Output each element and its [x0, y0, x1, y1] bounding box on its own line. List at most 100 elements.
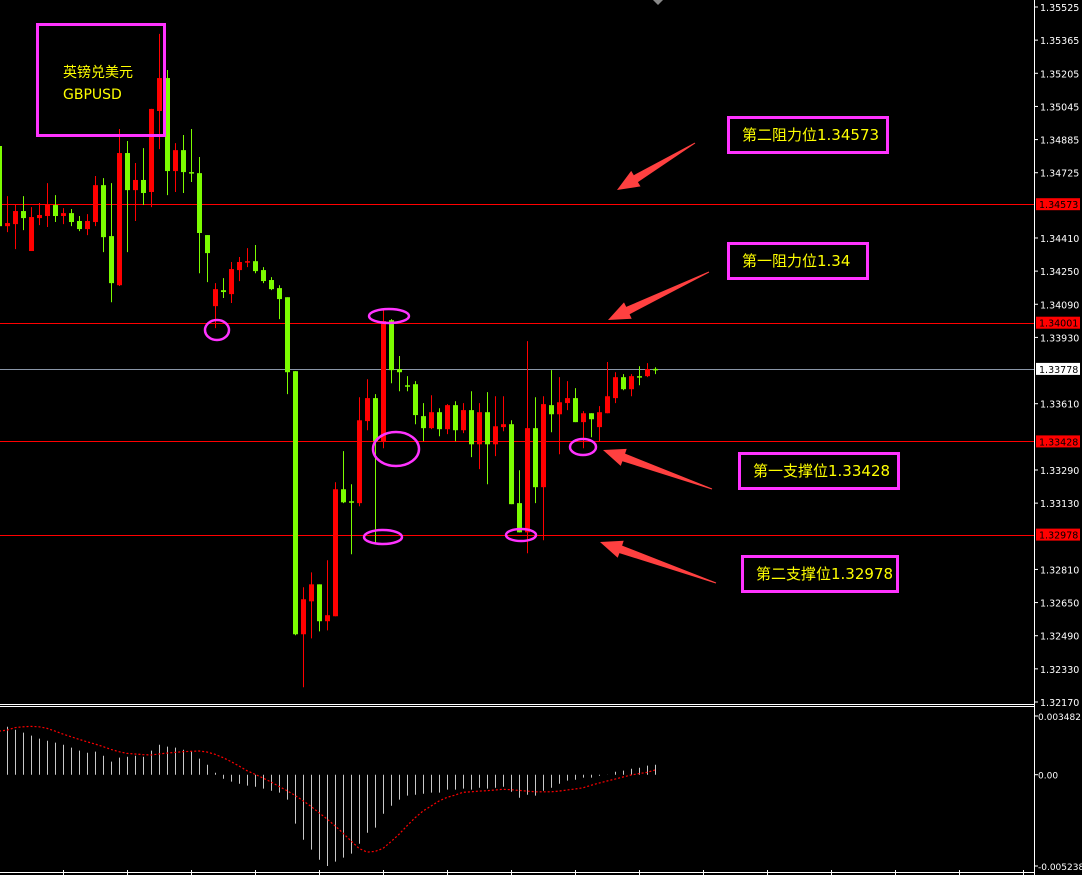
highlight-circle [371, 430, 421, 468]
level-price-tag: 1.34001 [1039, 319, 1078, 330]
candle-body [101, 185, 106, 238]
candle [237, 257, 242, 282]
candle [21, 196, 26, 231]
candle-body [549, 405, 554, 415]
candle-body [13, 211, 18, 225]
candle-body [365, 398, 370, 422]
candle-body [341, 489, 346, 503]
candle-body [165, 78, 170, 172]
candle-body [61, 213, 66, 217]
candle-body [309, 584, 314, 602]
resistance-2-label: 第二阻力位1.34573 [727, 116, 889, 154]
candle-body [605, 396, 610, 414]
candle [429, 395, 434, 430]
candle-body [229, 269, 234, 295]
candle [437, 408, 442, 437]
candle [293, 371, 298, 636]
candle [309, 572, 314, 639]
candle-body [445, 405, 450, 430]
price-tick-label: 1.35205 [1040, 69, 1079, 80]
candle-body [213, 289, 218, 307]
support-2-text: 第二支撑位1.32978 [756, 565, 894, 583]
candle [301, 587, 306, 688]
candle [365, 379, 370, 431]
price-tick-label: 1.35045 [1040, 102, 1079, 113]
candle-body [125, 153, 130, 191]
candle [541, 396, 546, 541]
candle [613, 372, 618, 404]
candle-body [197, 173, 202, 234]
candle [53, 195, 58, 223]
price-tick-label: 1.32330 [1040, 665, 1079, 676]
support-1-text: 第一支撑位1.33428 [753, 462, 891, 480]
candle-body [181, 150, 186, 173]
candle-body [485, 412, 490, 445]
candle-body [5, 223, 10, 227]
candle [109, 183, 114, 303]
candle [525, 341, 530, 554]
candle-body [269, 280, 274, 290]
candle-body [141, 179, 146, 194]
support-1-label: 第一支撑位1.33428 [738, 452, 900, 490]
level-price-tag-bg [1036, 198, 1080, 211]
candle [61, 208, 66, 225]
candle [133, 162, 138, 221]
highlight-circle [568, 437, 598, 457]
candle-body [245, 261, 250, 263]
arrow-icon [603, 448, 713, 490]
price-tick-label: 1.34410 [1040, 234, 1079, 245]
candle-body [421, 416, 426, 429]
candle-body [93, 185, 98, 223]
candle-body [437, 412, 442, 430]
price-tick-label: 1.32650 [1040, 599, 1079, 610]
resistance-2-text: 第二阻力位1.34573 [742, 126, 880, 144]
candle [517, 470, 522, 533]
level-price-tag: 1.33428 [1039, 437, 1078, 448]
candle [45, 183, 50, 227]
level-price-tag-bg [1036, 435, 1080, 448]
price-tick-label: 1.33290 [1040, 466, 1079, 477]
candle [461, 403, 466, 434]
candle-body [477, 412, 482, 445]
highlight-circle [362, 528, 404, 546]
candle [93, 176, 98, 227]
candle-body [653, 368, 658, 371]
candle-body [261, 270, 266, 282]
candle-body [629, 376, 634, 390]
candle [357, 397, 362, 507]
candle [221, 278, 226, 299]
symbol-name: GBPUSD [63, 87, 122, 103]
candle [173, 143, 178, 192]
price-tick-label: 1.33610 [1040, 400, 1079, 411]
candle-body [117, 153, 122, 286]
candle-body [573, 398, 578, 423]
candle-body [77, 220, 82, 230]
annotation-marks [203, 142, 717, 584]
candle [645, 363, 650, 378]
symbol-label-box: 英镑兑美元 GBPUSD [36, 23, 166, 137]
highlight-circle [367, 307, 411, 325]
candle [637, 366, 642, 386]
candle [5, 196, 10, 233]
candle [581, 411, 586, 449]
resistance-1-label: 第一阻力位1.34 [727, 242, 869, 280]
candle-body [317, 584, 322, 622]
price-tick-label: 1.34090 [1040, 300, 1079, 311]
candle-body [37, 214, 42, 219]
candle [453, 401, 458, 442]
support-2-label: 第二支撑位1.32978 [741, 555, 899, 593]
candle [629, 374, 634, 397]
candle [397, 356, 402, 392]
candle-body [509, 424, 514, 505]
current-price-tag-bg [1036, 362, 1080, 375]
candle [229, 262, 234, 304]
candle [549, 370, 554, 433]
candle [509, 420, 514, 505]
level-price-tag: 1.32978 [1039, 531, 1078, 542]
candle [141, 148, 146, 206]
symbol-name-cn: 英镑兑美元 [63, 65, 133, 81]
candle [341, 451, 346, 504]
candle-body [541, 404, 546, 488]
candle-body [237, 262, 242, 271]
